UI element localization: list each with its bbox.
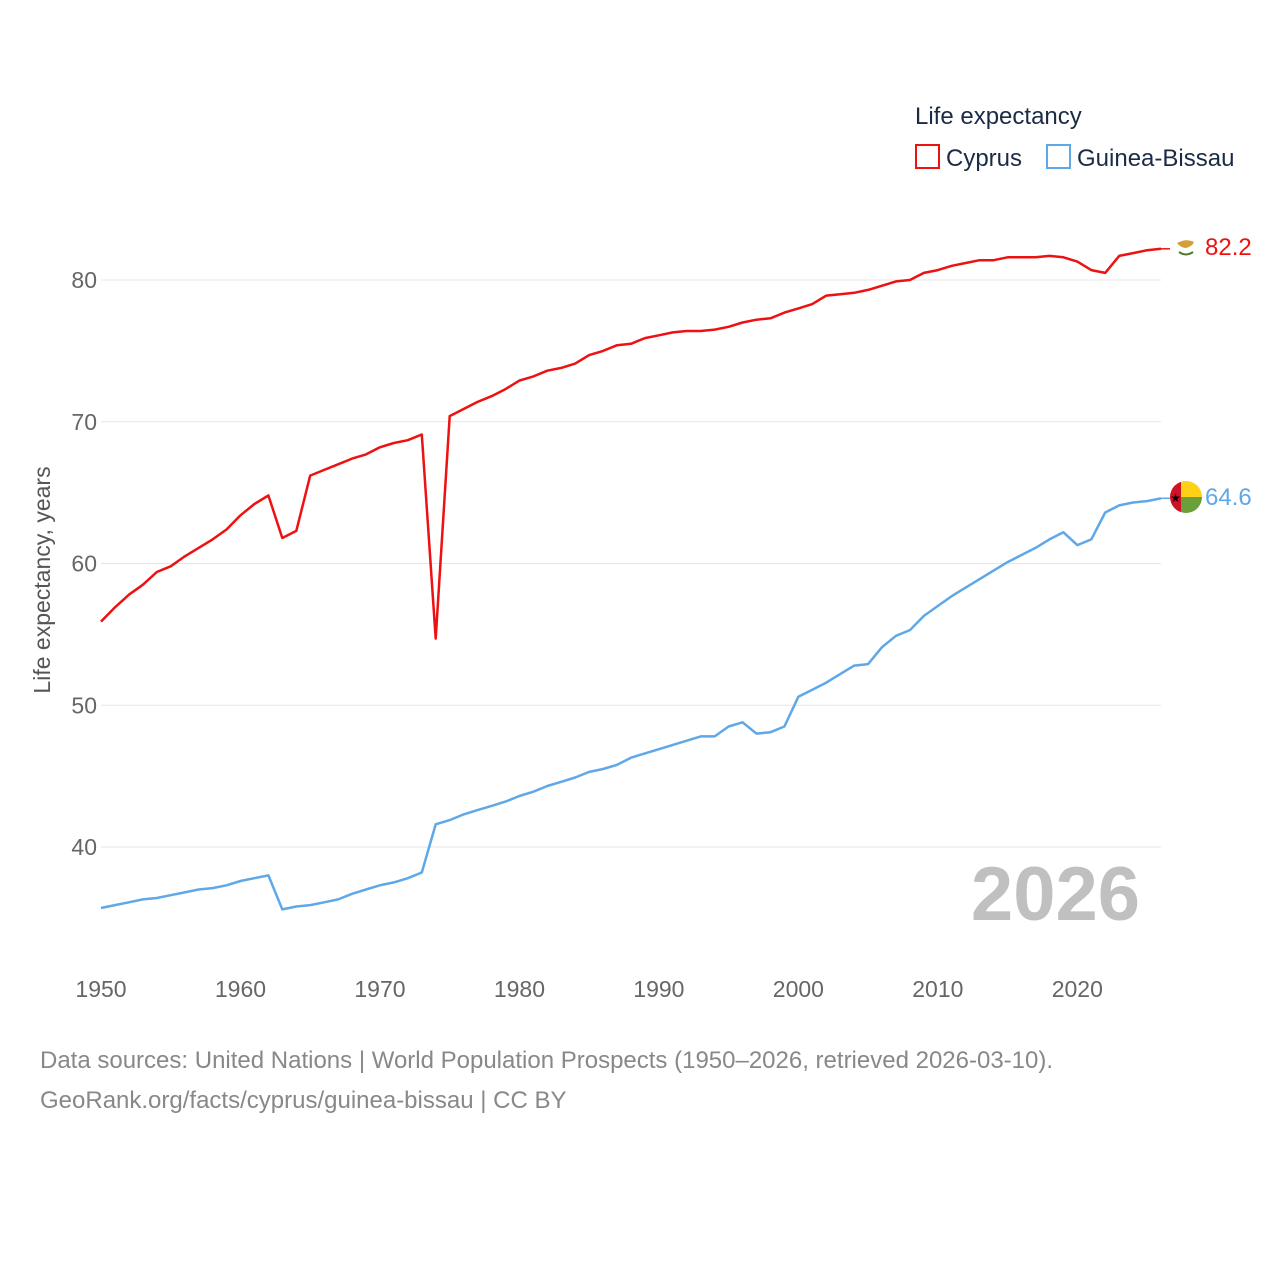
legend-swatch-guinea-bissau <box>1046 144 1071 169</box>
source-line-2[interactable]: GeoRank.org/facts/cyprus/guinea-bissau |… <box>40 1087 566 1114</box>
y-gridlines <box>101 279 1161 848</box>
legend-title: Life expectancy <box>915 103 1082 130</box>
legend-swatch-cyprus <box>915 144 940 169</box>
guinea-bissau-flag-icon: ★ <box>1170 481 1202 513</box>
legend-item-cyprus[interactable]: Cyprus <box>915 144 1022 172</box>
end-label-guinea-bissau: 64.6 <box>1205 484 1252 511</box>
y-tick-label: 50 <box>71 692 97 718</box>
x-tick-label: 1950 <box>75 976 126 1002</box>
x-tick-label: 1960 <box>215 976 266 1002</box>
legend: Life expectancy Cyprus Guinea-Bissau <box>915 103 1234 172</box>
x-tick-label: 1990 <box>633 976 684 1002</box>
x-tick-label: 1980 <box>494 976 545 1002</box>
legend-item-guinea-bissau[interactable]: Guinea-Bissau <box>1046 144 1234 172</box>
y-axis-tick-labels: 40 50 60 70 80 <box>71 267 97 860</box>
x-tick-label: 2020 <box>1052 976 1103 1002</box>
y-tick-label: 80 <box>71 267 97 293</box>
y-axis-title: Life expectancy, years <box>29 466 55 693</box>
x-axis-tick-labels: 1950 1960 1970 1980 1990 2000 2010 2020 <box>75 976 1102 1002</box>
year-watermark: 2026 <box>971 852 1140 937</box>
source-line-1: Data sources: United Nations | World Pop… <box>40 1047 1053 1074</box>
x-tick-label: 1970 <box>354 976 405 1002</box>
y-tick-label: 60 <box>71 551 97 577</box>
end-label-cyprus: 82.2 <box>1205 234 1252 261</box>
series-lines <box>100 247 1170 911</box>
y-tick-label: 40 <box>71 834 97 860</box>
legend-label-guinea-bissau: Guinea-Bissau <box>1077 145 1234 172</box>
svg-text:★: ★ <box>1170 491 1181 505</box>
x-tick-label: 2000 <box>773 976 824 1002</box>
legend-label-cyprus: Cyprus <box>946 145 1022 172</box>
series-line-cyprus[interactable] <box>100 247 1162 640</box>
cyprus-flag-icon <box>1172 232 1200 260</box>
x-tick-label: 2010 <box>912 976 963 1002</box>
y-tick-label: 70 <box>71 409 97 435</box>
series-line-guinea-bissau[interactable] <box>100 497 1162 911</box>
